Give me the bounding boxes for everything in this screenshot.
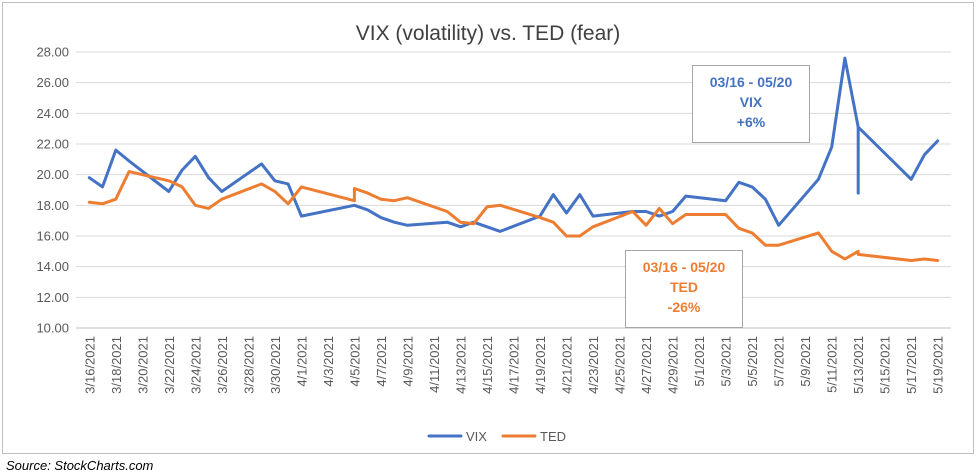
line-chart: VIX (volatility) vs. TED (fear) 28.00 26.… [36, 22, 951, 444]
x-tick-label: 4/19/2021 [533, 336, 548, 394]
x-tick-label: 5/7/2021 [772, 336, 787, 387]
y-tick-label: 20.00 [36, 167, 69, 182]
x-tick-label: 3/16/2021 [82, 336, 97, 394]
y-tick-label: 24.00 [36, 106, 69, 121]
x-tick-label: 4/11/2021 [427, 336, 442, 393]
x-tick-label: 4/9/2021 [400, 336, 415, 387]
x-tick-label: 4/21/2021 [560, 336, 575, 394]
x-tick-label: 4/1/2021 [294, 336, 309, 387]
chart-frame: VIX (volatility) vs. TED (fear) 28.00 26.… [2, 2, 974, 454]
x-tick-label: 4/23/2021 [586, 336, 601, 394]
vix-annotation-box: 03/16 - 05/20 VIX +6% [692, 65, 810, 143]
x-tick-label: 5/5/2021 [745, 336, 760, 387]
y-axis-ticks: 28.00 26.00 24.00 22.00 20.00 18.00 16.00 14.00… [36, 45, 69, 336]
ted-annotation-box: 03/16 - 05/20 TED -26% [625, 250, 743, 328]
gridlines [76, 51, 951, 329]
y-tick-label: 10.00 [36, 321, 69, 336]
x-tick-label: 5/15/2021 [878, 336, 893, 394]
ted-annotation-period: 03/16 - 05/20 [642, 259, 726, 275]
x-tick-label: 3/26/2021 [215, 336, 230, 394]
x-tick-label: 5/19/2021 [931, 336, 946, 394]
x-tick-label: 4/29/2021 [666, 336, 681, 394]
source-caption: Source: StockCharts.com [6, 458, 154, 473]
x-tick-label: 4/17/2021 [507, 336, 522, 394]
y-tick-label: 12.00 [36, 290, 69, 305]
x-tick-label: 5/13/2021 [851, 336, 866, 394]
x-tick-label: 5/17/2021 [904, 336, 919, 394]
ted-annotation-name: TED [670, 279, 698, 295]
legend: VIX TED [427, 429, 566, 444]
x-tick-label: 5/9/2021 [798, 336, 813, 387]
y-tick-label: 18.00 [36, 198, 69, 213]
x-tick-label: 4/5/2021 [347, 336, 362, 387]
legend-label-vix: VIX [466, 429, 487, 444]
series-lines [87, 56, 940, 262]
legend-label-ted: TED [540, 429, 566, 444]
y-tick-label: 28.00 [36, 45, 69, 60]
y-tick-label: 22.00 [36, 137, 69, 152]
x-tick-label: 3/28/2021 [241, 336, 256, 394]
vix-annotation-name: VIX [739, 94, 763, 110]
x-tick-label: 4/3/2021 [321, 336, 336, 387]
series-line-ted [87, 170, 940, 262]
x-tick-label: 4/7/2021 [374, 336, 389, 387]
x-tick-label: 4/15/2021 [480, 336, 495, 394]
y-tick-label: 26.00 [36, 75, 69, 90]
x-tick-label: 3/20/2021 [135, 336, 150, 394]
x-tick-label: 3/18/2021 [109, 336, 124, 394]
x-tick-label: 5/11/2021 [825, 336, 840, 393]
x-tick-label: 3/22/2021 [162, 336, 177, 394]
vix-annotation-period: 03/16 - 05/20 [709, 74, 793, 90]
x-tick-label: 5/3/2021 [719, 336, 734, 387]
x-tick-label: 4/13/2021 [453, 336, 468, 394]
vix-annotation-change: +6% [736, 114, 766, 130]
y-tick-label: 16.00 [36, 229, 69, 244]
y-tick-label: 14.00 [36, 259, 69, 274]
x-tick-label: 3/24/2021 [188, 336, 203, 394]
chart-title: VIX (volatility) vs. TED (fear) [356, 22, 621, 45]
x-tick-label: 3/30/2021 [268, 336, 283, 394]
ted-annotation-change: -26% [667, 299, 701, 315]
x-tick-label: 4/27/2021 [639, 336, 654, 394]
x-tick-label: 5/1/2021 [692, 336, 707, 387]
x-axis-ticks: 3/16/2021 3/18/2021 3/20/2021 3/22/2021 3/24… [82, 336, 945, 394]
x-tick-label: 4/25/2021 [613, 336, 628, 394]
